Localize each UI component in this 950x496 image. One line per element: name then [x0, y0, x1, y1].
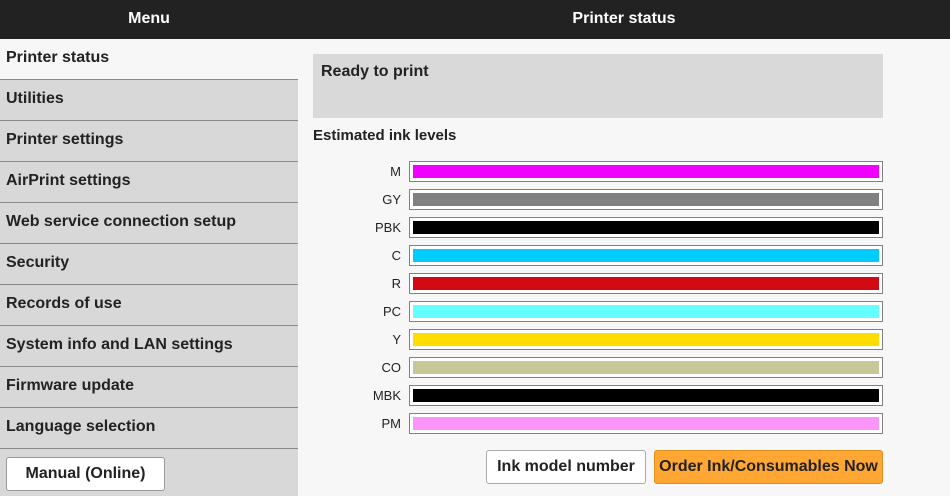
order-ink-button[interactable]: Order Ink/Consumables Now [654, 450, 883, 484]
sidebar-item-printer-status[interactable]: Printer status [0, 39, 298, 80]
ink-label: PC [382, 304, 401, 319]
ink-level-bar [409, 273, 883, 294]
ink-row: MBK [313, 385, 883, 413]
ink-level-bar [409, 301, 883, 322]
sidebar-item-web-service[interactable]: Web service connection setup [0, 203, 298, 244]
ink-label: R [391, 276, 401, 291]
ink-model-number-button[interactable]: Ink model number [486, 450, 646, 484]
ink-row: CO [313, 357, 883, 385]
ink-level-fill [413, 417, 879, 430]
ink-level-fill [413, 221, 879, 234]
ink-level-fill [413, 193, 879, 206]
sidebar-item-records-of-use[interactable]: Records of use [0, 285, 298, 326]
ink-level-fill [413, 389, 879, 402]
ink-level-bar [409, 245, 883, 266]
ink-level-bar [409, 413, 883, 434]
ink-row: M [313, 161, 883, 189]
sidebar-item-printer-settings[interactable]: Printer settings [0, 121, 298, 162]
ink-row: C [313, 245, 883, 273]
sidebar: Printer status Utilities Printer setting… [0, 39, 298, 496]
sidebar-item-airprint-settings[interactable]: AirPrint settings [0, 162, 298, 203]
ink-level-bar [409, 217, 883, 238]
status-box: Ready to print [313, 54, 883, 118]
ink-level-fill [413, 249, 879, 262]
ink-level-bar [409, 329, 883, 350]
ink-level-fill [413, 305, 879, 318]
ink-label: GY [382, 192, 401, 207]
ink-level-fill [413, 361, 879, 374]
ink-label: PM [381, 416, 402, 431]
ink-label: MBK [372, 388, 401, 403]
manual-online-button[interactable]: Manual (Online) [6, 457, 165, 491]
sidebar-item-utilities[interactable]: Utilities [0, 80, 298, 121]
ink-levels-heading: Estimated ink levels [313, 127, 457, 144]
ink-level-bar [409, 189, 883, 210]
ink-label: M [390, 164, 401, 179]
ink-level-fill [413, 277, 879, 290]
page-title: Printer status [572, 10, 676, 27]
ink-label: PBK [374, 220, 401, 235]
sidebar-item-language[interactable]: Language selection [0, 408, 298, 449]
ink-label: CO [381, 360, 402, 375]
ink-level-list: M GY PBK C R PC Y CO MBK PM [313, 161, 883, 441]
header: Menu Printer status [0, 0, 950, 39]
ink-label: Y [392, 332, 401, 347]
ink-level-bar [409, 357, 883, 378]
ink-level-bar [409, 385, 883, 406]
menu-title: Menu [128, 10, 170, 27]
ink-label: C [391, 248, 401, 263]
ink-level-fill [413, 333, 879, 346]
ink-level-bar [409, 161, 883, 182]
sidebar-item-firmware-update[interactable]: Firmware update [0, 367, 298, 408]
sidebar-item-system-info[interactable]: System info and LAN settings [0, 326, 298, 367]
sidebar-item-security[interactable]: Security [0, 244, 298, 285]
ink-row: GY [313, 189, 883, 217]
ink-level-fill [413, 165, 879, 178]
ink-row: Y [313, 329, 883, 357]
ink-row: PBK [313, 217, 883, 245]
ink-row: PC [313, 301, 883, 329]
ink-row: R [313, 273, 883, 301]
ink-row: PM [313, 413, 883, 441]
